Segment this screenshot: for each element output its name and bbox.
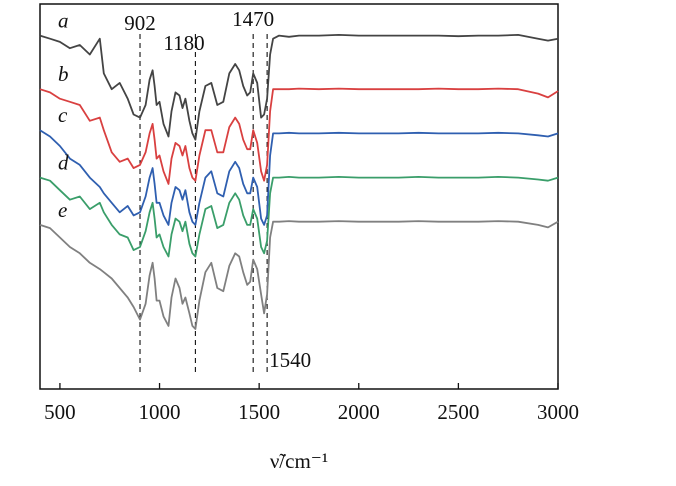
x-tick-label: 2500 [437,400,479,424]
plot-frame [39,3,559,390]
series-label-c: c [58,103,68,127]
series-label-a: a [58,9,69,33]
x-tick-label: 1000 [139,400,181,424]
series-label-e: e [58,198,67,222]
x-axis-ticks: 500 1000 1500 2000 2500 3000 [44,383,579,424]
series-line-b [39,87,559,185]
spectra [39,34,559,330]
peak-label-1470: 1470 [232,7,274,31]
series-line-d [39,175,559,258]
x-tick-label: 3000 [537,400,579,424]
peak-label-1540: 1540 [269,348,311,372]
x-tick-label: 1500 [238,400,280,424]
peak-label-902: 902 [124,11,156,35]
x-tick-label: 500 [44,400,76,424]
series-line-a [39,34,559,141]
peak-annotations: 902 1180 1470 1540 [124,7,311,372]
series-label-d: d [58,151,69,175]
series-line-c [39,129,559,226]
x-tick-label: 2000 [338,400,380,424]
x-axis-title: ν̃/cm⁻¹ [270,449,328,473]
peak-label-1180: 1180 [163,31,204,55]
series-label-b: b [58,62,69,86]
series-line-e [39,220,559,330]
